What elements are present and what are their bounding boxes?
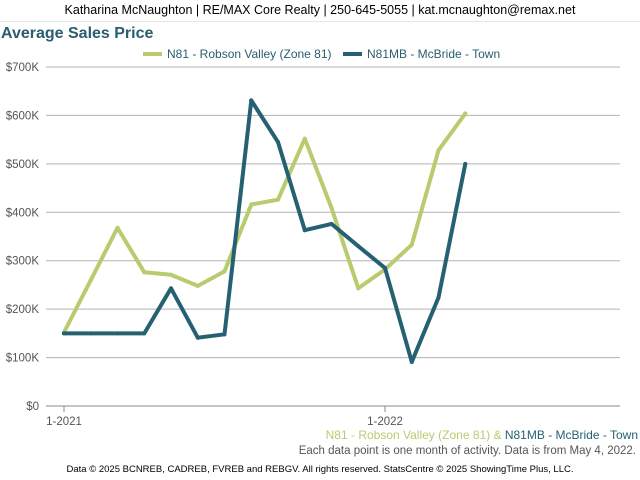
data-point bbox=[142, 270, 147, 275]
data-point bbox=[115, 225, 120, 230]
caption-joiner: & bbox=[490, 428, 505, 442]
series-line-2 bbox=[62, 98, 468, 364]
data-point bbox=[463, 111, 468, 116]
x-tick-label: 1-2021 bbox=[46, 416, 82, 428]
data-point bbox=[222, 269, 227, 274]
data-point bbox=[276, 140, 280, 145]
chart-caption: N81 - Robson Valley (Zone 81) & N81MB - … bbox=[326, 428, 638, 442]
y-tick-label: $100K bbox=[6, 353, 40, 365]
y-tick-label: $700K bbox=[6, 62, 40, 74]
y-tick-label: $600K bbox=[6, 110, 40, 122]
data-point bbox=[383, 265, 387, 270]
data-point bbox=[356, 286, 361, 291]
legend-label: N81 - Robson Valley (Zone 81) bbox=[167, 47, 332, 61]
copyright-footer: Data © 2025 BCNREB, CADREB, FVREB and RE… bbox=[66, 464, 574, 475]
y-tick-label: $0 bbox=[26, 401, 39, 413]
y-tick-label: $300K bbox=[6, 256, 40, 268]
chart-title: Average Sales Price bbox=[1, 25, 154, 42]
y-tick-label: $500K bbox=[6, 159, 40, 171]
caption-series2-label: N81MB - McBride - Town bbox=[504, 428, 638, 442]
data-point bbox=[276, 197, 280, 202]
contact-text: Katharina McNaughton | RE/MAX Core Realt… bbox=[64, 3, 576, 17]
data-point bbox=[329, 205, 334, 210]
data-point bbox=[249, 98, 254, 103]
data-point bbox=[249, 202, 254, 207]
data-point bbox=[195, 283, 200, 288]
data-point bbox=[62, 331, 66, 336]
data-point bbox=[463, 161, 468, 166]
data-point bbox=[329, 221, 334, 226]
data-point bbox=[436, 148, 441, 153]
data-point bbox=[302, 228, 307, 233]
data-point bbox=[88, 331, 93, 336]
data-point bbox=[115, 331, 120, 336]
data-point bbox=[436, 295, 441, 300]
series-line-1 bbox=[62, 111, 468, 335]
y-tick-label: $400K bbox=[6, 207, 40, 219]
x-tick-label: 1-2022 bbox=[367, 416, 403, 428]
data-point bbox=[88, 278, 93, 283]
data-point bbox=[302, 136, 307, 141]
data-point bbox=[142, 331, 147, 336]
data-point bbox=[169, 272, 173, 277]
data-point bbox=[169, 286, 173, 291]
data-point bbox=[409, 359, 414, 364]
data-point bbox=[222, 332, 227, 337]
data-point bbox=[409, 242, 414, 247]
caption-note: Each data point is one month of activity… bbox=[298, 445, 636, 457]
data-point bbox=[356, 244, 361, 249]
y-tick-label: $200K bbox=[6, 304, 40, 316]
data-point bbox=[195, 335, 200, 340]
caption-series1-label: N81 - Robson Valley (Zone 81) bbox=[325, 428, 491, 442]
legend-label: N81MB - McBride - Town bbox=[367, 47, 500, 61]
contact-header: Katharina McNaughton | RE/MAX Core Realt… bbox=[0, 0, 640, 22]
